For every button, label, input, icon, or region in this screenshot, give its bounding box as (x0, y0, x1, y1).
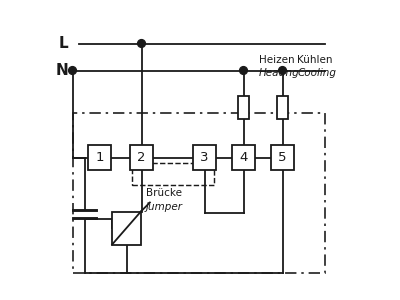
Bar (271, 145, 294, 170)
Text: L: L (58, 36, 68, 51)
Text: 2: 2 (137, 151, 146, 164)
Text: 5: 5 (278, 151, 287, 164)
Circle shape (69, 67, 76, 74)
Circle shape (138, 40, 146, 47)
Text: Heizen: Heizen (258, 55, 294, 65)
Circle shape (279, 67, 286, 74)
Text: Cooling: Cooling (298, 68, 336, 79)
Bar (112, 212, 141, 244)
Bar (277, 96, 288, 119)
Text: N: N (55, 63, 68, 78)
Text: Heating: Heating (258, 68, 299, 79)
Text: Kühlen: Kühlen (298, 55, 333, 65)
Bar (132, 163, 214, 185)
Bar (88, 145, 111, 170)
Bar (238, 96, 249, 119)
Text: Jumper: Jumper (146, 202, 183, 212)
Bar (232, 145, 255, 170)
Bar (72, 112, 324, 273)
Text: 4: 4 (239, 151, 248, 164)
Bar (130, 145, 153, 170)
Circle shape (240, 67, 247, 74)
Text: 1: 1 (95, 151, 104, 164)
Bar (193, 145, 216, 170)
Text: 3: 3 (200, 151, 209, 164)
Text: Brücke: Brücke (146, 188, 182, 199)
